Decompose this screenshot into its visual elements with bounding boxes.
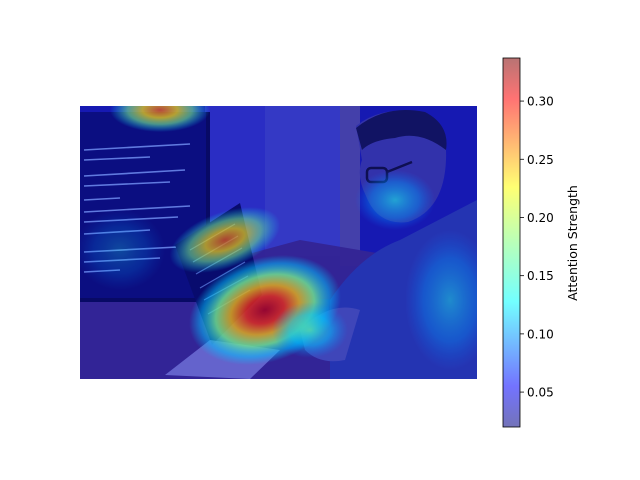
colorbar-tick-label: 0.15 <box>527 269 554 283</box>
colorbar-ticks: 0.05 0.10 0.15 0.20 0.25 0.30 <box>520 95 554 400</box>
colormap-wash <box>80 106 477 379</box>
colorbar-gradient <box>503 58 520 427</box>
colorbar-label: Attention Strength <box>565 185 580 301</box>
colorbar-tick-label: 0.20 <box>527 211 554 225</box>
hotspot-laptop-screen <box>169 207 281 273</box>
colorbar: 0.05 0.10 0.15 0.20 0.25 0.30 Attention Stren… <box>502 57 580 428</box>
colorbar-tick-label: 0.30 <box>527 95 554 109</box>
heatmap-image <box>80 106 477 379</box>
attention-overlay <box>80 106 477 370</box>
hotspot-face <box>355 170 435 230</box>
colorbar-tick-label: 0.25 <box>527 153 554 167</box>
person-hair <box>356 110 447 150</box>
colorbar-frame <box>502 57 521 428</box>
hotspot-monitor-lower <box>80 210 165 290</box>
colorbar-tick-label: 0.10 <box>527 327 554 341</box>
door-frame <box>340 106 360 266</box>
hotspot-shoulder <box>405 230 477 370</box>
hotspot-hands <box>272 302 348 358</box>
colorbar-tick-label: 0.05 <box>527 386 554 400</box>
hotspot-monitor-top <box>110 106 210 132</box>
